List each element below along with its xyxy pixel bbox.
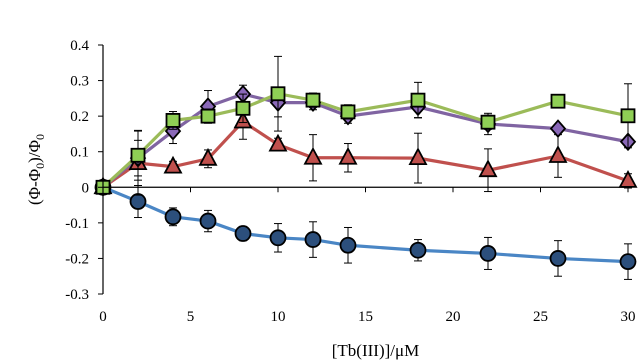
- y-tick-label: -0.2: [65, 251, 89, 267]
- data-point-triangle: [548, 145, 568, 163]
- x-tick-label: 0: [99, 309, 107, 325]
- data-point-square: [480, 114, 496, 130]
- data-point-circle: [199, 212, 217, 230]
- data-point-square: [235, 100, 251, 116]
- data-point-square: [410, 92, 426, 108]
- y-tick-label: 0.1: [70, 145, 89, 161]
- x-tick-label: 10: [271, 309, 286, 325]
- data-point-triangle: [478, 159, 498, 178]
- x-tick-label: 15: [358, 309, 373, 325]
- x-axis-label: [Tb(III)]/μM: [332, 341, 419, 360]
- series-triangle: [102, 119, 629, 189]
- data-point-square: [620, 108, 636, 124]
- data-point-triangle: [198, 147, 218, 166]
- data-point-circle: [234, 225, 252, 242]
- x-tick-label: 20: [446, 309, 461, 325]
- series-line: [101, 92, 629, 189]
- data-point-triangle: [338, 146, 358, 165]
- data-point-triangle: [163, 155, 183, 174]
- series-line: [102, 119, 629, 189]
- plot-area: [93, 55, 638, 280]
- x-tick-label: 30: [621, 309, 636, 325]
- y-tick-label: -0.1: [65, 216, 89, 232]
- data-point-square: [340, 104, 356, 120]
- data-point-triangle: [303, 146, 323, 165]
- data-point-circle: [549, 250, 567, 267]
- y-axis-label-sub2: 0: [33, 134, 47, 140]
- y-tick-label: 0.4: [70, 38, 89, 54]
- data-point-circle: [479, 245, 497, 262]
- y-tick-label: 0: [82, 180, 90, 196]
- y-axis-label-part1: (Φ-Φ: [25, 169, 44, 205]
- y-axis-label: (Φ-Φ0)/Φ0: [25, 134, 47, 205]
- y-axis-label-part2: )/Φ: [25, 140, 44, 163]
- y-tick-label: 0.3: [70, 74, 89, 90]
- y-ticks: -0.3 -0.2 -0.1 0 0.1 0.2 0.3 0.4: [65, 38, 103, 303]
- series-line: [102, 185, 629, 264]
- data-point-square: [270, 86, 286, 102]
- data-point-square: [200, 108, 216, 124]
- data-point-square: [165, 113, 181, 128]
- data-point-circle: [129, 193, 147, 210]
- data-point-circle: [269, 229, 287, 247]
- data-point-triangle: [268, 133, 288, 152]
- data-point-diamond: [549, 119, 567, 138]
- series-square-markers: [95, 55, 636, 195]
- data-point-circle: [304, 231, 322, 248]
- x-ticks: 0 5 10 15 20 25 30: [99, 187, 636, 325]
- data-point-circle: [164, 208, 182, 226]
- x-tick-label: 5: [187, 309, 195, 325]
- data-point-square: [550, 93, 566, 109]
- data-point-triangle: [408, 147, 428, 166]
- series-circle: [102, 185, 629, 264]
- data-point-square: [130, 147, 146, 163]
- y-tick-label: 0.2: [70, 109, 89, 125]
- y-axis-label-sub1: 0: [33, 163, 47, 169]
- series-circle-markers: [94, 178, 637, 280]
- x-tick-label: 25: [533, 309, 548, 325]
- data-point-circle: [409, 241, 427, 259]
- y-tick-label: -0.3: [65, 287, 89, 303]
- data-point-circle: [339, 236, 357, 254]
- data-point-square: [305, 92, 321, 108]
- series-diamond: [101, 92, 629, 189]
- data-point-circle: [619, 253, 637, 271]
